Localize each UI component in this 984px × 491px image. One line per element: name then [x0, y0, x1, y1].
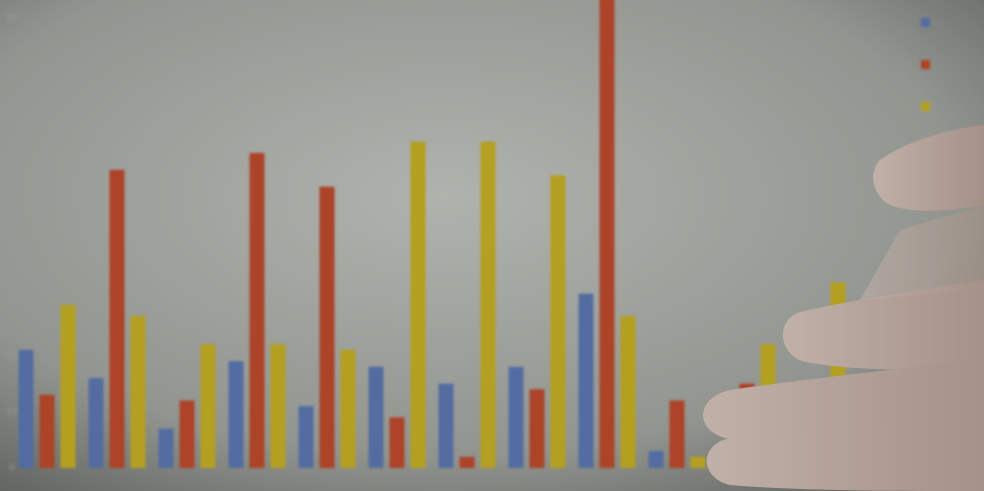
bar [200, 344, 216, 468]
y-tick-label: 10 [6, 407, 18, 417]
bar [529, 389, 545, 468]
bar [480, 141, 496, 468]
legend-swatch [921, 18, 930, 27]
y-tick-label: 70 [6, 70, 18, 80]
bar [60, 304, 76, 468]
bar [130, 316, 146, 468]
bar [368, 366, 384, 468]
legend-swatch [921, 102, 930, 111]
bar [340, 349, 356, 468]
y-tick-label: 0 [9, 464, 15, 474]
bar [249, 153, 265, 468]
bar [158, 428, 174, 468]
bar [39, 394, 55, 468]
y-tick-label: 20 [6, 351, 18, 361]
bar [18, 349, 34, 468]
bar [270, 344, 286, 468]
bar [550, 175, 566, 468]
hand [703, 125, 984, 491]
bar [298, 406, 314, 468]
bar [389, 417, 405, 468]
bar [578, 293, 594, 468]
bar [179, 400, 195, 468]
bar [599, 0, 615, 468]
chart: 0 10 20 30 40 50 60 70 80 [6, 0, 930, 474]
y-tick-label: 50 [6, 182, 18, 192]
bar [459, 456, 475, 468]
legend-swatch [921, 60, 930, 69]
bar [690, 456, 706, 468]
bar [410, 141, 426, 468]
bar [228, 361, 244, 468]
y-tick-label: 40 [6, 239, 18, 249]
bar [319, 186, 335, 468]
bar [88, 378, 104, 468]
bar [508, 366, 524, 468]
y-tick-label: 30 [6, 295, 18, 305]
y-tick-label: 60 [6, 126, 18, 136]
bar [109, 169, 125, 468]
y-tick-label: 80 [6, 14, 18, 24]
bar [669, 400, 685, 468]
bar [620, 316, 636, 468]
bar [438, 383, 454, 468]
bar [648, 451, 664, 468]
